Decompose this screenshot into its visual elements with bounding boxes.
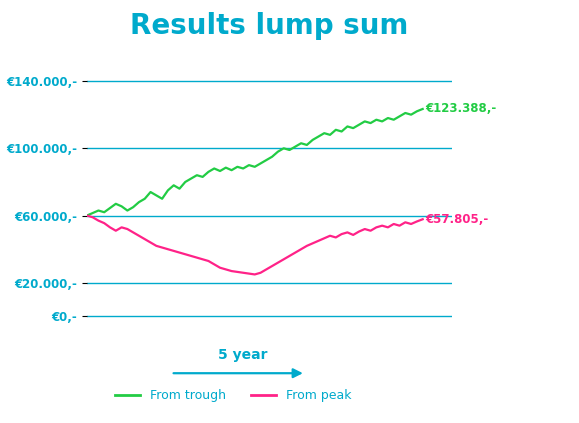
Title: Results lump sum: Results lump sum	[130, 12, 408, 40]
Text: 5 year: 5 year	[218, 348, 268, 363]
Legend: From trough, From peak: From trough, From peak	[109, 385, 356, 407]
Text: €57.805,-: €57.805,-	[426, 213, 489, 226]
Text: €123.388,-: €123.388,-	[426, 102, 497, 115]
